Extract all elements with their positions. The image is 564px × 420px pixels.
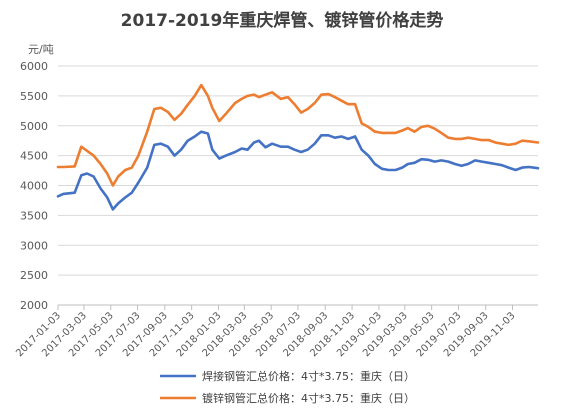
y-unit-label: 元/吨 — [28, 43, 54, 56]
y-tick-label: 5000 — [20, 120, 48, 133]
y-tick-label: 3500 — [20, 209, 48, 222]
y-tick-label: 2000 — [20, 299, 48, 312]
legend-label-2: 镀锌钢管汇总价格：4寸*3.75：重庆（日） — [202, 391, 415, 405]
chart-title: 2017-2019年重庆焊管、镀锌管价格走势 — [121, 10, 444, 31]
gridlines — [58, 65, 538, 306]
legend-label-1: 焊接钢管汇总价格：4寸*3.75：重庆（日） — [202, 369, 415, 383]
x-axis-ticks: 2017-01-032017-03-032017-05-032017-07-03… — [14, 305, 518, 359]
y-tick-label: 3000 — [20, 239, 48, 252]
series-line-2 — [56, 83, 540, 187]
y-tick-label: 4500 — [20, 150, 48, 163]
y-tick-label: 6000 — [20, 60, 48, 73]
y-axis-ticks: 6000 5500 5000 4500 4000 3500 3000 2500 2000 — [20, 60, 48, 312]
legend: 焊接钢管汇总价格：4寸*3.75：重庆（日） 镀锌钢管汇总价格：4寸*3.75：重… — [160, 369, 415, 405]
series-line-1 — [56, 130, 540, 211]
y-tick-label: 5500 — [20, 90, 48, 103]
y-tick-label: 4000 — [20, 180, 48, 193]
y-tick-label: 2500 — [20, 269, 48, 282]
series-lines — [56, 83, 540, 211]
